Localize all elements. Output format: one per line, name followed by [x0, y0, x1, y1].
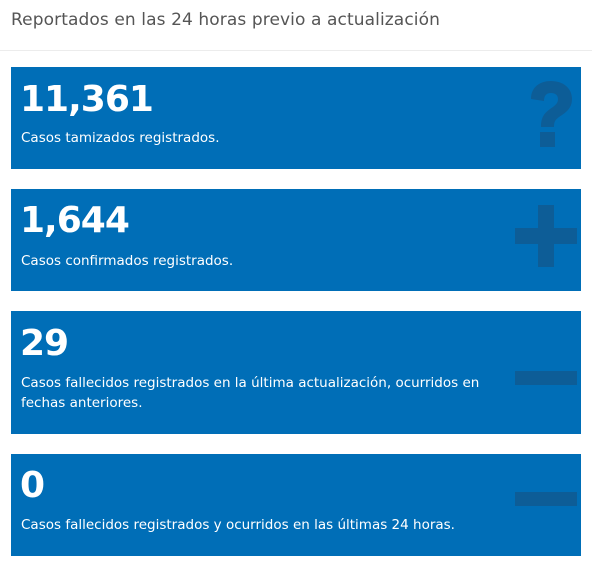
minus-icon	[515, 371, 577, 385]
stat-number-fallecidos-anteriores: 29	[20, 323, 69, 364]
stat-label-fallecidos-24h: Casos fallecidos registrados y ocurridos…	[21, 517, 455, 533]
stat-label-tamizados: Casos tamizados registrados.	[21, 130, 220, 146]
page-title: Reportados en las 24 horas previo a actu…	[11, 10, 440, 30]
stat-card-fallecidos-24h: 0 Casos fallecidos registrados y ocurrid…	[11, 454, 581, 556]
stat-card-confirmados: 1,644 Casos confirmados registrados.	[11, 189, 581, 291]
stat-label-fallecidos-anteriores: Casos fallecidos registrados en la últim…	[21, 373, 479, 413]
stat-card-tamizados: 11,361 Casos tamizados registrados.	[11, 67, 581, 169]
stat-number-tamizados: 11,361	[20, 79, 154, 120]
stat-label-line: fechas anteriores.	[21, 395, 143, 411]
stat-card-fallecidos-anteriores: 29 Casos fallecidos registrados en la úl…	[11, 311, 581, 434]
stat-number-fallecidos-24h: 0	[20, 465, 45, 506]
plus-icon	[515, 205, 577, 267]
page-header: Reportados en las 24 horas previo a actu…	[0, 0, 592, 51]
stat-label-line: Casos fallecidos registrados en la últim…	[21, 375, 480, 391]
stat-label-confirmados: Casos confirmados registrados.	[21, 253, 234, 269]
question-icon	[531, 81, 572, 147]
minus-icon	[515, 492, 577, 506]
stat-number-confirmados: 1,644	[20, 200, 130, 241]
